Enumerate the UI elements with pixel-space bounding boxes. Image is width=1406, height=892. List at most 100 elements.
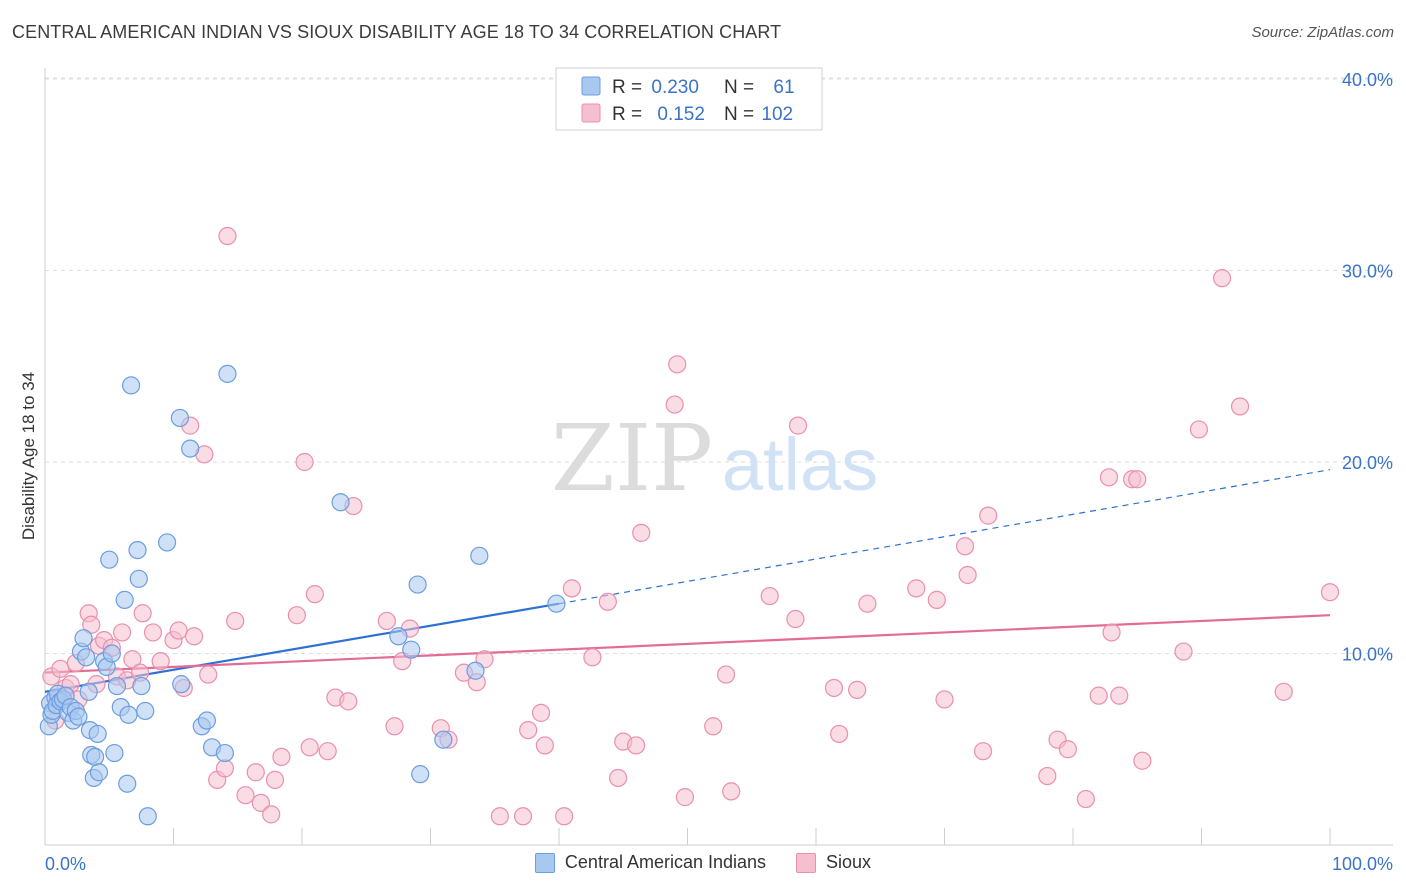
sioux-point-78 [824,678,844,698]
sioux-point-21 [151,652,170,671]
sioux-point-34 [246,763,265,782]
watermark-atlas: atlas [722,423,878,506]
sioux-point-70 [668,355,687,374]
legend-swatch-pink [796,852,817,873]
sioux-point-36 [262,805,281,824]
sioux-point-47 [377,611,396,631]
sioux-point-32 [226,611,245,631]
central-american-indian-point-50 [331,493,350,512]
sioux-points [42,226,1340,826]
legend-n-value-blue: 61 [773,77,794,98]
sioux-point-59 [531,703,551,722]
sioux-point-74 [722,782,741,801]
central-american-indian-points [39,364,566,826]
central-american-indian-point-40 [138,807,157,826]
sioux-point-92 [1076,789,1095,809]
sioux-point-86 [958,565,977,585]
sioux-point-88 [979,506,998,525]
central-american-indian-point-43 [172,675,191,694]
sioux-point-89 [1038,766,1057,786]
sioux-point-20 [143,623,163,642]
chart-title: CENTRAL AMERICAN INDIAN VS SIOUX DISABIL… [12,22,782,42]
central-american-indian-point-48 [215,743,234,763]
sioux-point-58 [519,720,538,740]
watermark: ZIP atlas [551,405,878,512]
svg-text:N = 102: N = 102 [724,104,793,125]
svg-text:R = 0.230: R = 0.230 [612,77,699,98]
sioux-point-9 [82,615,101,634]
sioux-point-38 [272,747,291,767]
legend-n-label-pink: N = [724,104,759,125]
sioux-point-35 [251,793,270,812]
legend-r-value-blue: 0.230 [651,77,699,98]
y-tick-label-2: 30.0% [1342,262,1393,282]
sioux-point-33 [236,786,255,805]
central-american-indian-point-27 [100,550,119,569]
sioux-point-60 [535,736,554,755]
sioux-point-79 [830,724,849,744]
legend-r-label-pink: R = [612,104,647,125]
sioux-point-31 [218,226,237,246]
sioux-point-48 [385,717,404,736]
y-axis-title: Disability Age 18 to 34 [19,372,38,540]
sioux-point-105 [1320,583,1340,602]
central-american-indian-point-55 [434,730,453,749]
sioux-point-45 [339,692,358,711]
x-tick-label-max: 100.0% [1332,854,1393,874]
central-american-indian-point-39 [136,701,155,721]
sioux-point-56 [490,807,509,826]
legend-label-central-american-indians: Central American Indians [564,852,767,872]
central-american-indian-point-57 [470,546,489,565]
sioux-point-63 [583,648,602,667]
sioux-point-17 [123,650,142,669]
central-american-indian-point-24 [89,763,109,782]
central-american-indian-point-14 [69,707,88,726]
correlation-legend: R = 0.230 N = 61 R = 0.152 N = 102 [555,67,823,131]
sioux-point-77 [788,416,808,435]
central-american-indian-point-18 [79,682,98,701]
central-american-indian-point-53 [408,575,427,594]
svg-text:N = 61: N = 61 [724,77,795,98]
sioux-point-99 [1133,751,1152,770]
watermark-zip: ZIP [551,405,713,512]
sioux-point-41 [300,738,319,757]
sioux-point-43 [318,742,337,761]
sioux-point-102 [1212,269,1232,288]
sioux-point-93 [1089,686,1108,705]
sioux-point-100 [1174,642,1193,661]
sioux-point-73 [716,665,736,684]
sioux-point-82 [907,579,926,598]
sioux-point-76 [786,609,805,629]
sioux-point-30 [215,759,234,778]
central-american-indian-point-58 [547,594,566,613]
central-american-indian-point-56 [466,661,485,680]
sioux-point-68 [632,523,651,542]
central-american-indian-point-37 [129,569,148,588]
legend-pink-swatch [581,103,601,123]
sioux-point-91 [1058,740,1077,759]
legend-item-sioux: Sioux [796,852,871,873]
x-tick-labels: 0.0% 100.0% [45,854,1393,874]
central-american-indian-point-46 [197,711,217,730]
central-american-indian-point-35 [121,376,141,395]
sioux-point-62 [562,579,581,598]
legend-label-sioux: Sioux [826,852,872,872]
sioux-point-85 [955,537,975,556]
sioux-point-80 [848,680,867,699]
y-tick-label-3: 40.0% [1342,70,1393,90]
sioux-point-96 [1110,686,1129,705]
central-american-indian-point-32 [115,590,134,609]
sioux-point-26 [184,627,204,646]
central-american-indian-point-33 [118,774,137,793]
sioux-point-95 [1102,623,1121,642]
sioux-point-15 [112,623,132,642]
y-tick-labels: 10.0% 20.0% 30.0% 40.0% [1342,70,1393,665]
sioux-point-28 [199,665,218,684]
sioux-point-84 [935,690,954,709]
sioux-point-65 [609,768,628,788]
legend-r-label-blue: R = [612,77,647,98]
sioux-point-3 [51,659,70,678]
sioux-point-72 [704,717,723,736]
y-tick-label-1: 20.0% [1342,453,1393,473]
